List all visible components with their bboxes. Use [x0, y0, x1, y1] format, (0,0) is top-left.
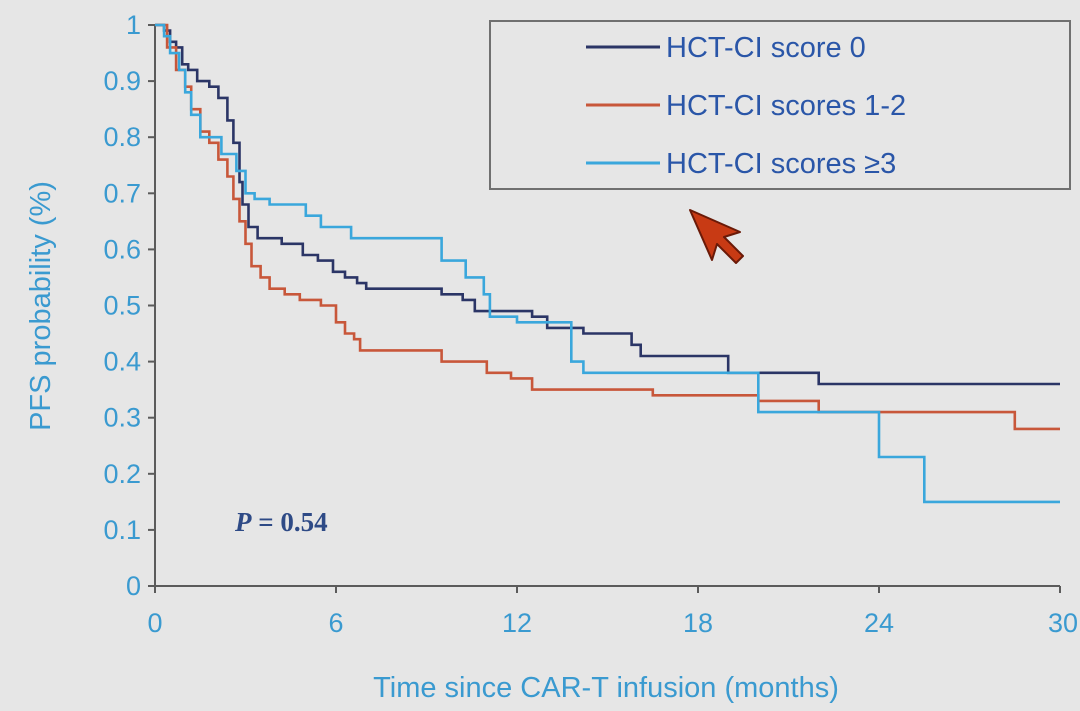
- legend: HCT-CI score 0 HCT-CI scores 1-2 HCT-CI …: [489, 20, 1071, 190]
- x-axis-title: Time since CAR-T infusion (months): [373, 672, 839, 704]
- series-line-1: [155, 23, 1060, 431]
- x-tick-label: 24: [864, 608, 894, 638]
- series-line-2: [155, 23, 1060, 504]
- y-tick-label: 0.9: [103, 66, 141, 96]
- y-tick-label: 0.5: [103, 291, 141, 321]
- y-tick-label: 0.7: [103, 178, 141, 208]
- legend-label-2: HCT-CI scores ≥3: [666, 148, 896, 180]
- y-axis-title: PFS probability (%): [25, 181, 57, 431]
- p-value-prefix: P: [234, 507, 252, 537]
- y-tick-label: 0: [126, 571, 141, 601]
- p-value-annotation: P = 0.54: [234, 507, 328, 537]
- mouse-cursor-icon: [689, 209, 744, 264]
- y-tick-label: 0.4: [103, 347, 141, 377]
- y-tick-label: 1: [126, 10, 141, 40]
- x-tick-label: 12: [502, 608, 532, 638]
- x-tick-label: 0: [147, 608, 162, 638]
- series-layer: [155, 23, 1060, 504]
- x-tick-label: 6: [328, 608, 343, 638]
- y-tick-label: 0.2: [103, 459, 141, 489]
- axes: 0 0.1 0.2 0.3 0.4 0.5 0.6 0.7 0.8 0.9 1 0 6 12 18 24 30: [103, 10, 1078, 638]
- legend-label-1: HCT-CI scores 1-2: [666, 90, 906, 122]
- y-tick-label: 0.8: [103, 122, 141, 152]
- y-tick-label: 0.6: [103, 234, 141, 264]
- series-line-0: [155, 23, 1060, 386]
- p-value-text: = 0.54: [252, 507, 328, 537]
- y-tick-label: 0.1: [103, 515, 141, 545]
- legend-label-0: HCT-CI score 0: [666, 32, 866, 64]
- x-tick-label: 30: [1048, 608, 1078, 638]
- y-tick-label: 0.3: [103, 403, 141, 433]
- x-tick-label: 18: [683, 608, 713, 638]
